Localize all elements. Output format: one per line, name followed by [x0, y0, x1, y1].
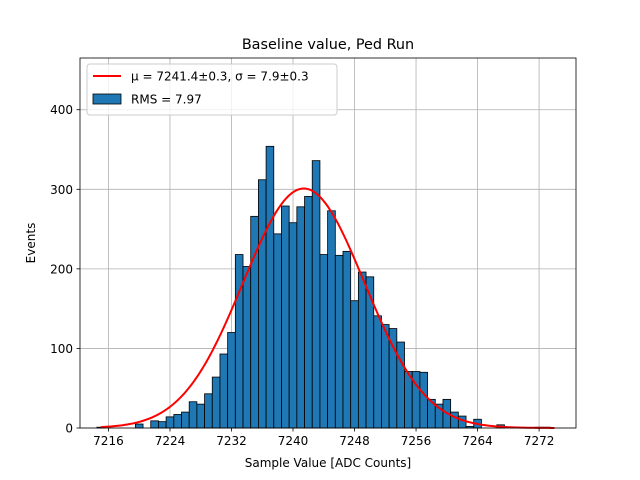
legend: μ = 7241.4±0.3, σ = 7.9±0.3 RMS = 7.97 — [86, 63, 338, 116]
legend-histogram-label: RMS = 7.97 — [131, 93, 202, 107]
legend-box — [86, 63, 338, 116]
gaussian-fit-curve — [100, 187, 555, 429]
histogram-bar — [319, 254, 329, 429]
y-tick-label: 0 — [65, 422, 73, 436]
histogram-bar — [265, 145, 275, 429]
x-tick-label: 7264 — [462, 434, 493, 448]
histogram-bar — [419, 371, 428, 429]
x-tick-label: 7216 — [93, 434, 124, 448]
y-axis-label: Events — [24, 223, 38, 264]
histogram-bar — [342, 250, 352, 429]
histogram-bar — [158, 421, 167, 429]
histogram-bar — [258, 179, 267, 429]
histogram-bar — [350, 300, 359, 429]
histogram-bar — [181, 411, 190, 429]
histogram-bar — [296, 206, 305, 429]
chart-title: Baseline value, Ped Run — [242, 37, 414, 53]
histogram-bar — [281, 205, 290, 429]
y-axis-ticks: 0 100 200 300 400 — [50, 103, 80, 436]
x-tick-label: 7256 — [401, 434, 432, 448]
histogram-bar — [288, 222, 298, 429]
histogram-bar — [227, 332, 236, 429]
histogram-bar — [273, 233, 282, 429]
histogram-bar — [450, 411, 459, 429]
legend-histogram-swatch — [92, 93, 122, 105]
histogram-bar — [165, 416, 175, 429]
histogram-bar — [357, 271, 367, 429]
x-tick-label: 7240 — [278, 434, 309, 448]
histogram-bar — [196, 403, 205, 429]
y-tick-label: 400 — [50, 103, 73, 117]
histogram-bar — [388, 328, 398, 429]
plot-frame — [79, 57, 577, 429]
histogram-bar — [334, 254, 344, 429]
histogram-bar — [211, 376, 221, 429]
histogram-bar — [457, 415, 467, 429]
y-tick-label: 300 — [50, 183, 73, 197]
x-tick-label: 7272 — [524, 434, 555, 448]
histogram-bar — [304, 196, 313, 429]
histogram-bar — [404, 371, 413, 429]
y-tick-label: 200 — [50, 262, 73, 276]
histogram-bar — [327, 210, 336, 429]
legend-fit-label: μ = 7241.4±0.3, σ = 7.9±0.3 — [131, 70, 309, 84]
histogram-bars — [96, 145, 552, 429]
x-axis-label: Sample Value [ADC Counts] — [245, 456, 411, 470]
histogram-bar — [173, 414, 182, 429]
histogram-bar — [242, 266, 252, 429]
histogram-bar — [188, 401, 198, 429]
histogram-bar — [219, 353, 229, 429]
x-tick-label: 7224 — [155, 434, 186, 448]
x-tick-label: 7248 — [339, 434, 370, 448]
y-tick-label: 100 — [50, 342, 73, 356]
histogram-bar — [134, 423, 144, 429]
histogram-bar — [311, 160, 321, 429]
histogram-bar — [150, 420, 159, 429]
x-axis-ticks: 7216 7224 7232 7240 7248 7256 7264 7272 — [93, 428, 554, 448]
histogram-bar — [204, 393, 213, 429]
histogram-bar — [373, 315, 382, 429]
histogram-bar — [381, 324, 390, 429]
histogram-bar — [234, 254, 244, 429]
x-tick-label: 7232 — [216, 434, 247, 448]
